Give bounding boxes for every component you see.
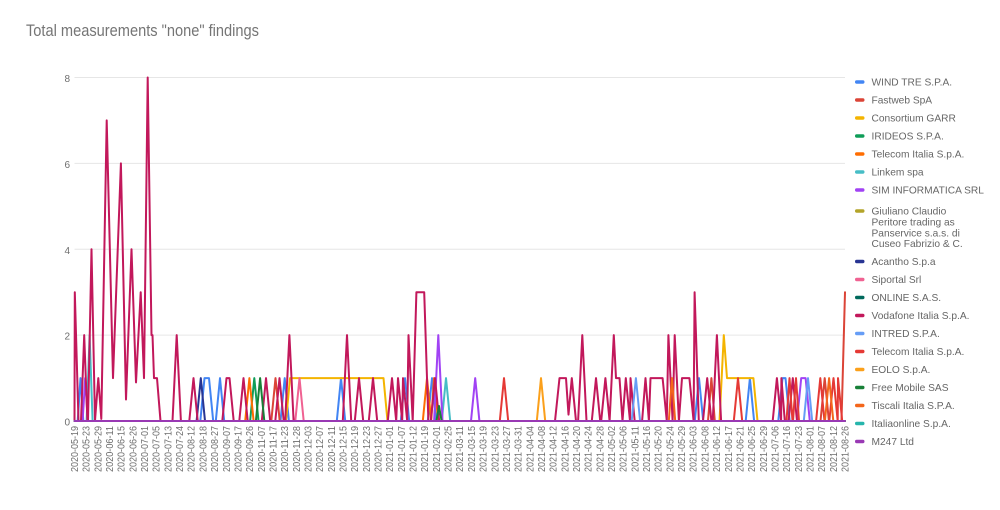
- svg-text:2021-04-08: 2021-04-08: [537, 426, 548, 472]
- svg-text:2021-01-01: 2021-01-01: [385, 426, 396, 472]
- svg-text:2020-07-01: 2020-07-01: [140, 426, 151, 472]
- svg-text:2020-12-19: 2020-12-19: [350, 426, 361, 472]
- svg-text:2021-08-12: 2021-08-12: [829, 426, 840, 472]
- svg-text:2020-07-13: 2020-07-13: [163, 426, 174, 472]
- svg-text:Linkem spa: Linkem spa: [872, 168, 924, 179]
- svg-text:2021-03-23: 2021-03-23: [490, 426, 501, 472]
- svg-text:6: 6: [64, 160, 70, 171]
- svg-text:2020-05-19: 2020-05-19: [70, 426, 81, 472]
- svg-text:2020-09-17: 2020-09-17: [233, 426, 244, 472]
- svg-text:2021-08-26: 2021-08-26: [841, 426, 852, 472]
- svg-text:Italiaonline S.p.A.: Italiaonline S.p.A.: [872, 419, 951, 430]
- svg-text:2020-05-23: 2020-05-23: [82, 426, 93, 472]
- svg-text:2020-07-05: 2020-07-05: [152, 426, 163, 472]
- svg-text:2021-04-28: 2021-04-28: [595, 426, 606, 472]
- svg-text:2021-07-23: 2021-07-23: [794, 426, 805, 472]
- svg-text:2021-03-11: 2021-03-11: [455, 426, 466, 472]
- svg-text:2020-06-11: 2020-06-11: [105, 426, 116, 472]
- svg-text:2020-11-17: 2020-11-17: [269, 426, 280, 472]
- svg-text:2021-02-25: 2021-02-25: [444, 426, 455, 472]
- svg-text:2020-08-18: 2020-08-18: [198, 426, 209, 472]
- svg-text:2020-12-11: 2020-12-11: [327, 426, 338, 472]
- svg-text:2020-11-07: 2020-11-07: [257, 426, 268, 472]
- svg-text:2021-04-16: 2021-04-16: [560, 426, 571, 472]
- svg-text:0: 0: [64, 418, 70, 429]
- svg-text:2: 2: [64, 332, 70, 343]
- svg-text:2021-05-20: 2021-05-20: [654, 426, 665, 472]
- svg-text:Acantho S.p.a: Acantho S.p.a: [872, 257, 936, 268]
- svg-text:2020-06-15: 2020-06-15: [117, 426, 128, 472]
- svg-text:2020-05-29: 2020-05-29: [93, 426, 104, 472]
- svg-text:2021-06-25: 2021-06-25: [747, 426, 758, 472]
- svg-text:2020-12-07: 2020-12-07: [315, 426, 326, 472]
- svg-text:Telecom Italia S.p.A.: Telecom Italia S.p.A.: [872, 347, 965, 358]
- svg-text:2020-07-24: 2020-07-24: [175, 426, 186, 472]
- svg-text:Telecom Italia S.p.A.: Telecom Italia S.p.A.: [872, 150, 965, 161]
- svg-text:2020-09-26: 2020-09-26: [245, 426, 256, 472]
- svg-text:8: 8: [64, 74, 70, 85]
- svg-text:Vodafone Italia S.p.A.: Vodafone Italia S.p.A.: [872, 311, 970, 322]
- svg-text:2020-12-15: 2020-12-15: [339, 426, 350, 472]
- svg-text:IRIDEOS S.P.A.: IRIDEOS S.P.A.: [872, 132, 944, 143]
- svg-text:2020-11-28: 2020-11-28: [292, 426, 303, 472]
- svg-text:2021-02-01: 2021-02-01: [432, 426, 443, 472]
- svg-text:2021-04-24: 2021-04-24: [584, 426, 595, 472]
- svg-text:2021-07-16: 2021-07-16: [782, 426, 793, 472]
- svg-text:2021-06-21: 2021-06-21: [735, 426, 746, 472]
- svg-text:2021-06-17: 2021-06-17: [724, 426, 735, 472]
- svg-text:INTRED S.P.A.: INTRED S.P.A.: [872, 329, 940, 340]
- svg-text:2021-05-11: 2021-05-11: [630, 426, 641, 472]
- svg-text:Peritore trading as: Peritore trading as: [872, 218, 955, 229]
- svg-text:2021-03-27: 2021-03-27: [502, 426, 513, 472]
- svg-text:2020-06-26: 2020-06-26: [128, 426, 139, 472]
- svg-text:2021-03-15: 2021-03-15: [467, 426, 478, 472]
- svg-text:M247 Ltd: M247 Ltd: [872, 437, 915, 448]
- svg-text:2021-04-12: 2021-04-12: [549, 426, 560, 472]
- svg-text:2020-11-23: 2020-11-23: [280, 426, 291, 472]
- svg-text:2020-12-27: 2020-12-27: [374, 426, 385, 472]
- svg-text:2021-03-31: 2021-03-31: [514, 426, 525, 472]
- svg-text:2021-08-01: 2021-08-01: [806, 426, 817, 472]
- svg-text:Fastweb SpA: Fastweb SpA: [872, 96, 933, 107]
- svg-text:ONLINE S.A.S.: ONLINE S.A.S.: [872, 293, 942, 304]
- svg-text:Consortium GARR: Consortium GARR: [872, 114, 956, 125]
- svg-text:2021-01-12: 2021-01-12: [409, 426, 420, 472]
- svg-text:2021-08-07: 2021-08-07: [817, 426, 828, 472]
- svg-text:2020-12-03: 2020-12-03: [304, 426, 315, 472]
- svg-text:2020-08-27: 2020-08-27: [210, 426, 221, 472]
- svg-text:Siportal Srl: Siportal Srl: [872, 275, 922, 286]
- svg-text:2021-01-07: 2021-01-07: [397, 426, 408, 472]
- svg-text:2020-09-07: 2020-09-07: [222, 426, 233, 472]
- svg-text:2021-05-16: 2021-05-16: [642, 426, 653, 472]
- svg-text:2021-04-04: 2021-04-04: [525, 426, 536, 472]
- svg-text:Giuliano Claudio: Giuliano Claudio: [872, 207, 947, 218]
- svg-text:Total measurements "none" find: Total measurements "none" findings: [26, 22, 259, 40]
- svg-text:2021-05-24: 2021-05-24: [665, 426, 676, 472]
- svg-text:2021-05-29: 2021-05-29: [677, 426, 688, 472]
- svg-text:Tiscali Italia S.P.A.: Tiscali Italia S.P.A.: [872, 401, 955, 412]
- svg-text:2021-07-06: 2021-07-06: [771, 426, 782, 472]
- svg-text:2021-04-20: 2021-04-20: [572, 426, 583, 472]
- svg-text:EOLO S.p.A.: EOLO S.p.A.: [872, 365, 931, 376]
- svg-text:4: 4: [64, 246, 70, 257]
- svg-text:2020-08-12: 2020-08-12: [187, 426, 198, 472]
- svg-text:2021-06-08: 2021-06-08: [700, 426, 711, 472]
- svg-text:SIM INFORMATICA SRL: SIM INFORMATICA SRL: [872, 186, 985, 197]
- svg-text:2021-03-19: 2021-03-19: [479, 426, 490, 472]
- svg-text:Free Mobile SAS: Free Mobile SAS: [872, 383, 949, 394]
- svg-text:Cuseo Fabrizio & C.: Cuseo Fabrizio & C.: [872, 239, 963, 250]
- svg-text:2021-06-29: 2021-06-29: [759, 426, 770, 472]
- svg-text:2021-06-03: 2021-06-03: [689, 426, 700, 472]
- svg-text:Panservice s.a.s. di: Panservice s.a.s. di: [872, 228, 960, 239]
- svg-text:2021-01-19: 2021-01-19: [420, 426, 431, 472]
- svg-text:WIND TRE S.P.A.: WIND TRE S.P.A.: [872, 78, 953, 89]
- svg-text:2021-06-12: 2021-06-12: [712, 426, 723, 472]
- svg-text:2021-05-06: 2021-05-06: [619, 426, 630, 472]
- svg-text:2021-05-02: 2021-05-02: [607, 426, 618, 472]
- svg-text:2020-12-23: 2020-12-23: [362, 426, 373, 472]
